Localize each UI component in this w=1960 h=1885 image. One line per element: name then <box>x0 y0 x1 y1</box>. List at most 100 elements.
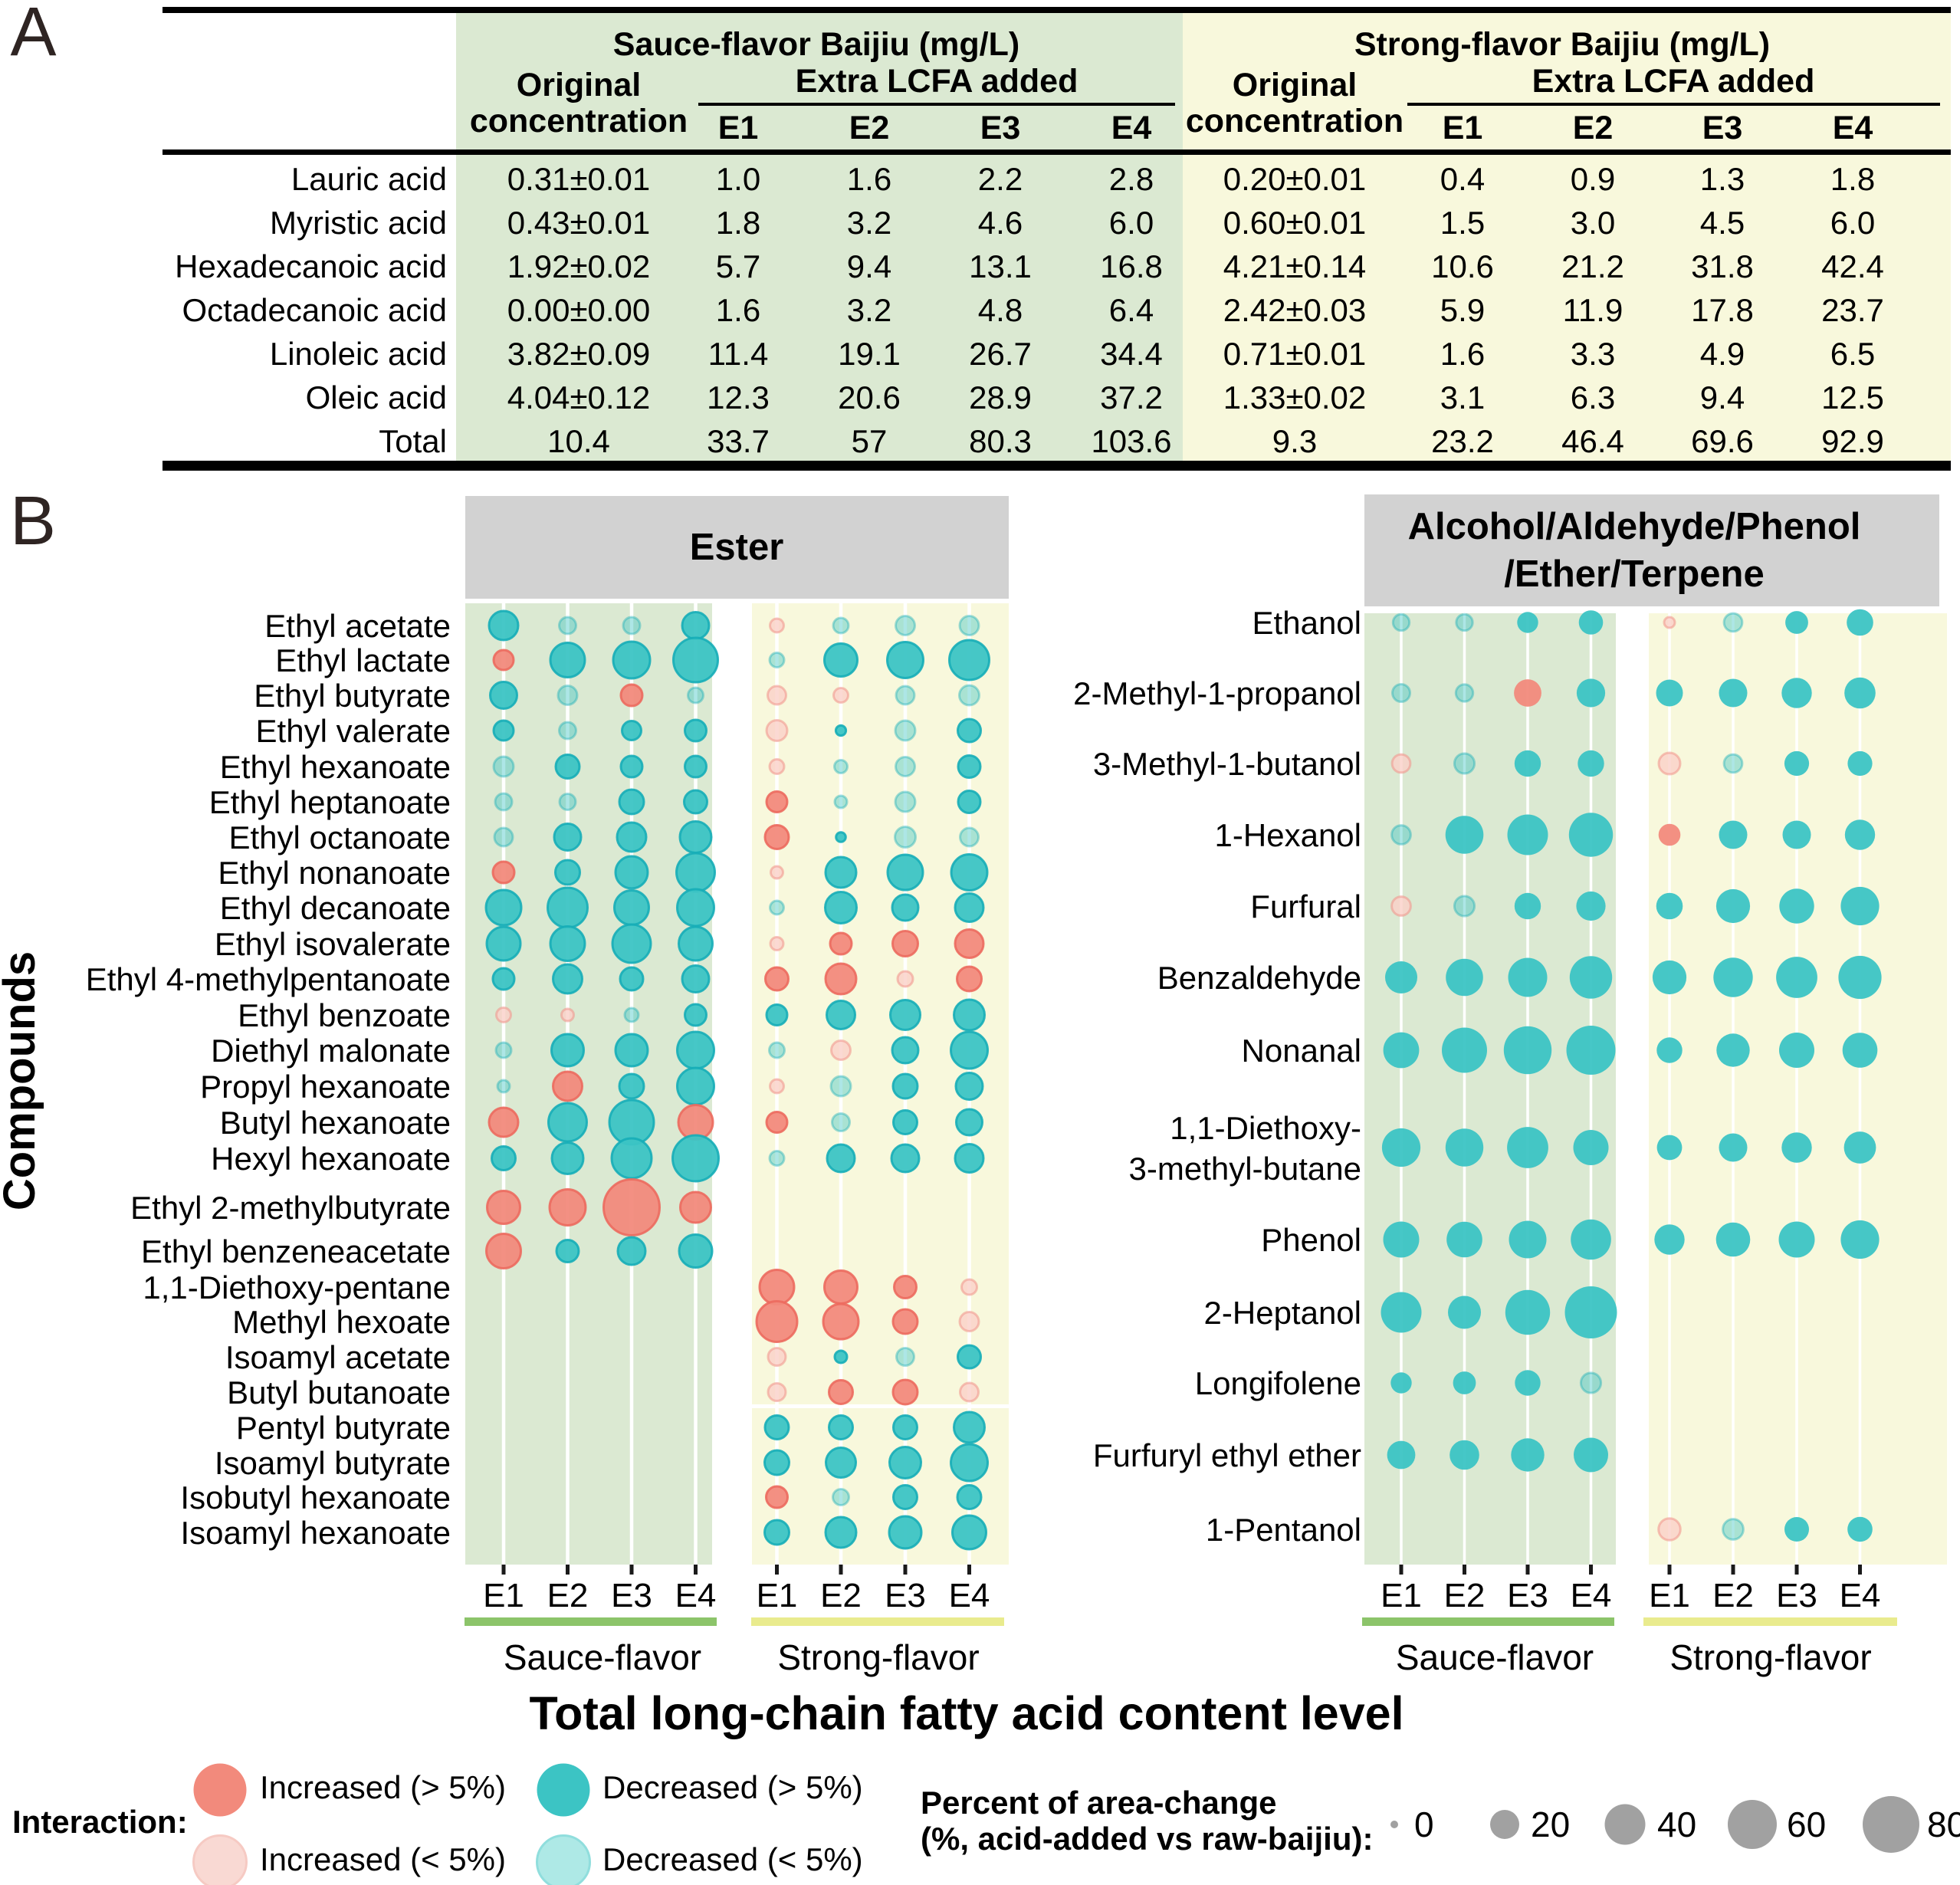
svg-text:5.9: 5.9 <box>1440 292 1485 328</box>
svg-text:Furfural: Furfural <box>1250 888 1361 924</box>
svg-text:60: 60 <box>1787 1805 1826 1844</box>
svg-text:Phenol: Phenol <box>1261 1222 1361 1258</box>
svg-text:33.7: 33.7 <box>707 423 770 459</box>
svg-text:Myristic acid: Myristic acid <box>270 205 447 241</box>
svg-text:3.0: 3.0 <box>1571 205 1615 241</box>
svg-text:Sauce-flavor: Sauce-flavor <box>504 1637 701 1677</box>
svg-text:37.2: 37.2 <box>1100 379 1163 415</box>
svg-text:0.71±0.01: 0.71±0.01 <box>1223 336 1367 372</box>
svg-text:Ethyl 2-methylbutyrate: Ethyl 2-methylbutyrate <box>130 1190 451 1226</box>
svg-text:0: 0 <box>1414 1805 1434 1844</box>
svg-text:1.5: 1.5 <box>1440 205 1485 241</box>
svg-text:103.6: 103.6 <box>1091 423 1171 459</box>
svg-text:E1: E1 <box>718 110 759 146</box>
svg-text:Lauric acid: Lauric acid <box>291 161 447 197</box>
svg-text:4.6: 4.6 <box>978 205 1023 241</box>
svg-text:E3: E3 <box>1702 110 1743 146</box>
svg-text:0.60±0.01: 0.60±0.01 <box>1223 205 1367 241</box>
svg-text:1.0: 1.0 <box>716 161 760 197</box>
svg-text:E2: E2 <box>1573 110 1614 146</box>
svg-text:E3: E3 <box>611 1577 652 1614</box>
svg-text:10.4: 10.4 <box>547 423 610 459</box>
svg-text:Ethyl benzeneacetate: Ethyl benzeneacetate <box>141 1233 451 1269</box>
svg-text:1.3: 1.3 <box>1700 161 1745 197</box>
svg-text:Isoamyl butyrate: Isoamyl butyrate <box>215 1445 451 1481</box>
svg-text:Pentyl butyrate: Pentyl butyrate <box>236 1410 451 1446</box>
svg-text:Ethyl isovalerate: Ethyl isovalerate <box>215 926 451 962</box>
svg-text:E2: E2 <box>1444 1577 1486 1614</box>
svg-text:0.31±0.01: 0.31±0.01 <box>507 161 651 197</box>
svg-text:92.9: 92.9 <box>1821 423 1884 459</box>
svg-text:2-Methyl-1-propanol: 2-Methyl-1-propanol <box>1073 675 1361 711</box>
svg-text:Extra LCFA added: Extra LCFA added <box>1532 63 1815 100</box>
svg-text:Extra LCFA added: Extra LCFA added <box>796 63 1078 100</box>
svg-text:Decreased (< 5%): Decreased (< 5%) <box>602 1841 863 1877</box>
svg-text:Methyl hexoate: Methyl hexoate <box>232 1304 451 1340</box>
svg-text:12.3: 12.3 <box>707 379 770 415</box>
svg-text:40: 40 <box>1657 1805 1696 1844</box>
svg-text:2.8: 2.8 <box>1109 161 1154 197</box>
svg-text:0.9: 0.9 <box>1571 161 1615 197</box>
svg-text:E3: E3 <box>1776 1577 1817 1614</box>
svg-text:Isoamyl acetate: Isoamyl acetate <box>225 1339 451 1375</box>
svg-text:1.6: 1.6 <box>847 161 891 197</box>
svg-text:3.2: 3.2 <box>847 292 891 328</box>
svg-text:B: B <box>10 483 56 560</box>
svg-text:(%, acid-added vs raw-baijiu):: (%, acid-added vs raw-baijiu): <box>921 1821 1373 1857</box>
svg-text:1.33±0.02: 1.33±0.02 <box>1223 379 1367 415</box>
svg-text:3.2: 3.2 <box>847 205 891 241</box>
svg-text:Butyl butanoate: Butyl butanoate <box>227 1374 451 1410</box>
svg-text:E4: E4 <box>949 1577 990 1614</box>
svg-text:Isoamyl hexanoate: Isoamyl hexanoate <box>180 1515 451 1551</box>
svg-text:concentration: concentration <box>1186 103 1404 140</box>
svg-text:Ethyl 4-methylpentanoate: Ethyl 4-methylpentanoate <box>86 961 451 997</box>
svg-text:80.3: 80.3 <box>969 423 1032 459</box>
svg-text:0.43±0.01: 0.43±0.01 <box>507 205 651 241</box>
svg-text:Octadecanoic acid: Octadecanoic acid <box>182 292 447 328</box>
svg-text:Sauce-flavor: Sauce-flavor <box>1396 1637 1594 1677</box>
svg-text:9.4: 9.4 <box>1700 379 1745 415</box>
svg-text:E1: E1 <box>1443 110 1483 146</box>
svg-text:Alcohol/Aldehyde/Phenol: Alcohol/Aldehyde/Phenol <box>1408 506 1861 547</box>
svg-text:9.3: 9.3 <box>1272 423 1317 459</box>
svg-text:34.4: 34.4 <box>1100 336 1163 372</box>
svg-text:6.3: 6.3 <box>1571 379 1615 415</box>
svg-text:E4: E4 <box>1111 110 1152 146</box>
svg-text:Increased (< 5%): Increased (< 5%) <box>260 1841 506 1877</box>
svg-text:E3: E3 <box>980 110 1021 146</box>
svg-text:20: 20 <box>1531 1805 1570 1844</box>
svg-text:Ethyl butyrate: Ethyl butyrate <box>254 678 451 714</box>
svg-text:3-Methyl-1-butanol: 3-Methyl-1-butanol <box>1093 746 1361 782</box>
svg-text:Ester: Ester <box>690 527 784 568</box>
svg-text:21.2: 21.2 <box>1561 248 1624 284</box>
svg-text:0.20±0.01: 0.20±0.01 <box>1223 161 1367 197</box>
svg-text:28.9: 28.9 <box>969 379 1032 415</box>
svg-text:Linoleic acid: Linoleic acid <box>270 336 447 372</box>
svg-text:Original: Original <box>1233 67 1357 103</box>
svg-text:12.5: 12.5 <box>1821 379 1884 415</box>
svg-text:42.4: 42.4 <box>1821 248 1884 284</box>
svg-text:6.0: 6.0 <box>1109 205 1154 241</box>
svg-text:80: 80 <box>1927 1805 1960 1844</box>
svg-text:1-Pentanol: 1-Pentanol <box>1206 1512 1361 1548</box>
svg-text:Percent of area-change: Percent of area-change <box>921 1785 1277 1821</box>
svg-text:E4: E4 <box>1840 1577 1881 1614</box>
svg-text:10.6: 10.6 <box>1431 248 1494 284</box>
svg-text:E1: E1 <box>757 1577 798 1614</box>
svg-text:Propyl hexanoate: Propyl hexanoate <box>200 1069 451 1105</box>
svg-text:E3: E3 <box>1507 1577 1548 1614</box>
svg-text:1,1-Diethoxy-: 1,1-Diethoxy- <box>1170 1110 1361 1146</box>
svg-text:2.2: 2.2 <box>978 161 1023 197</box>
svg-text:Ethyl hexanoate: Ethyl hexanoate <box>220 749 451 785</box>
svg-text:19.1: 19.1 <box>838 336 901 372</box>
svg-text:Ethyl nonanoate: Ethyl nonanoate <box>218 855 451 891</box>
svg-text:E2: E2 <box>820 1577 862 1614</box>
svg-text:Decreased (> 5%): Decreased (> 5%) <box>602 1769 863 1805</box>
svg-text:E1: E1 <box>483 1577 524 1614</box>
svg-text:5.7: 5.7 <box>716 248 760 284</box>
svg-text:20.6: 20.6 <box>838 379 901 415</box>
svg-text:4.5: 4.5 <box>1700 205 1745 241</box>
svg-text:69.6: 69.6 <box>1691 423 1754 459</box>
svg-text:1-Hexanol: 1-Hexanol <box>1215 817 1361 853</box>
svg-text:11.4: 11.4 <box>708 336 769 372</box>
